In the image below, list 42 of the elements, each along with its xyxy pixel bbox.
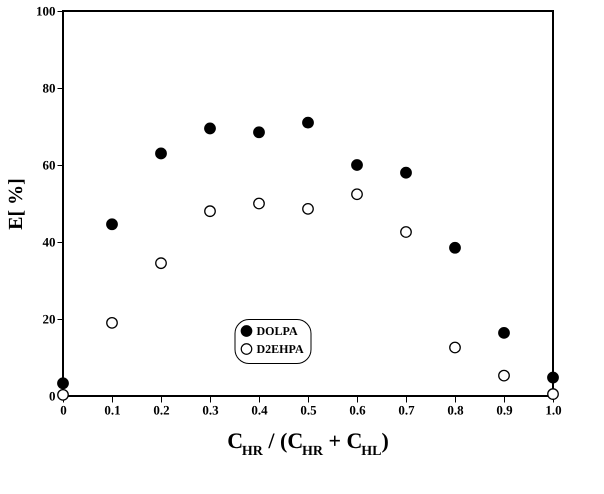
point	[204, 205, 216, 218]
point	[106, 218, 118, 230]
y-tick-label: 40	[42, 234, 56, 250]
point	[57, 377, 69, 390]
point	[351, 159, 363, 171]
x-tick-label: 0.1	[104, 402, 121, 418]
point	[449, 242, 461, 254]
point	[449, 342, 461, 354]
y-tick-label: 80	[42, 80, 56, 96]
x-tick-label: 0.2	[153, 402, 170, 418]
point	[155, 148, 167, 160]
point	[302, 116, 314, 129]
x-tick-label: 0	[60, 402, 67, 418]
point	[302, 203, 314, 215]
y-tick-label: 20	[42, 312, 56, 326]
point	[106, 316, 118, 329]
x-tick-label: 1.0	[545, 402, 562, 418]
point	[253, 198, 265, 210]
point	[547, 388, 559, 400]
legend-label: D2EHPA	[256, 342, 304, 356]
x-tick-label: 0.8	[447, 402, 464, 418]
point	[400, 226, 412, 238]
point	[400, 166, 412, 179]
point	[204, 122, 216, 134]
point	[351, 188, 363, 200]
x-tick-label: 0.7	[398, 402, 416, 418]
x-tick-label: 0.5	[300, 402, 318, 418]
y-tick-label: 100	[36, 4, 56, 18]
x-tick-label: 0.3	[202, 402, 220, 418]
y-axis-title: E[ %]	[5, 178, 27, 230]
point	[547, 372, 559, 384]
point	[155, 257, 167, 270]
x-tick-label: 0.6	[349, 402, 366, 418]
point	[498, 326, 510, 339]
legend-label: DOLPA	[256, 324, 298, 338]
point	[57, 388, 69, 401]
x-tick-label: 0.4	[251, 402, 268, 418]
point	[253, 126, 265, 138]
point	[498, 370, 510, 382]
y-tick-label: 0	[49, 388, 56, 404]
x-tick-label: 0.9	[496, 402, 514, 418]
y-tick-label: 60	[42, 158, 56, 172]
